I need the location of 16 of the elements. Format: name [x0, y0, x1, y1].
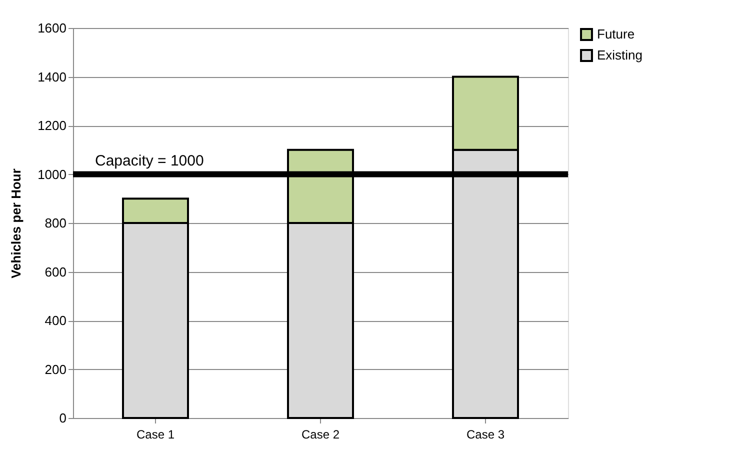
x-tick-label: Case 2	[301, 428, 340, 442]
y-tick-label: 1600	[38, 20, 66, 36]
y-tick-label: 600	[44, 264, 66, 280]
y-tick-label: 1000	[38, 166, 66, 182]
legend-label: Future	[597, 26, 635, 42]
y-tick-label: 1200	[38, 118, 66, 133]
y-tick-label: 400	[44, 313, 66, 328]
y-tick-label: 0	[59, 410, 66, 426]
legend-label: Existing	[597, 48, 643, 62]
y-tick-label: 200	[44, 362, 66, 377]
x-tick-label: Case 3	[466, 428, 505, 442]
y-tick-label: 1400	[38, 69, 66, 84]
ref-line-label: Capacity = 1000	[95, 152, 204, 170]
y-tick-label: 800	[44, 216, 66, 230]
y-axis-title: Vehicles per Hour	[8, 168, 24, 278]
x-tick-label: Case 1	[136, 428, 175, 442]
